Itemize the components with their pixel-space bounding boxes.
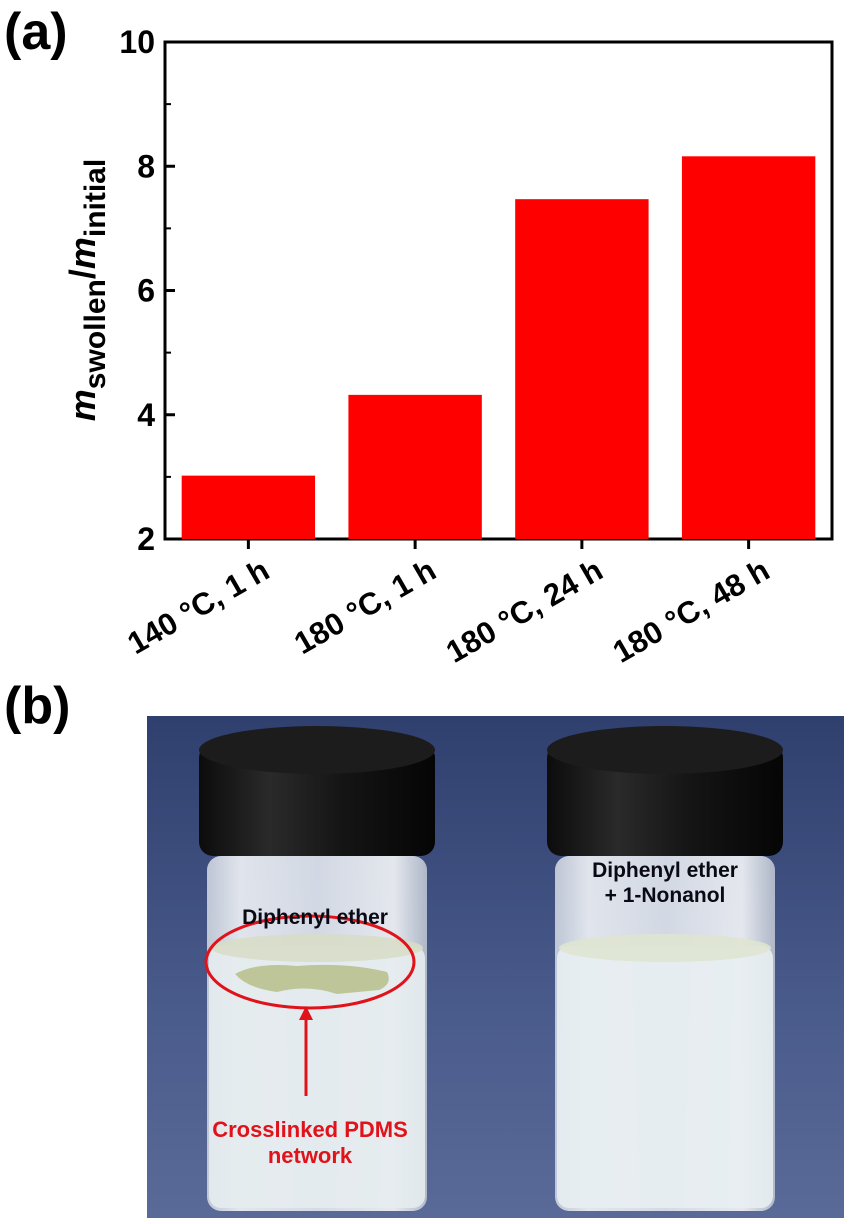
pdms-label: Crosslinked PDMS network: [170, 1117, 450, 1170]
bars-group: [181, 156, 816, 539]
pdms-label-line1: Crosslinked PDMS: [212, 1117, 408, 1142]
pdms-highlight-ellipse: [204, 914, 416, 1010]
right-vial-meniscus: [559, 934, 771, 962]
left-vial-label: Diphenyl ether: [242, 906, 388, 929]
ylabel-sub1: swollen: [79, 279, 112, 389]
right-vial-cap: [547, 744, 783, 856]
left-vial-meniscus: [211, 934, 423, 962]
vials-photo: [147, 716, 844, 1218]
right-vial: [547, 726, 783, 1211]
x-tick-label-1: 140 °C, 1 h: [121, 552, 275, 661]
y-tick-label-6: 6: [137, 273, 155, 309]
ylabel-m1: m: [62, 389, 103, 421]
y-axis-label: mswollen/minitial: [62, 159, 112, 421]
right-vial-label-line1: Diphenyl ether: [592, 859, 738, 882]
right-vial-cap-top: [547, 726, 783, 774]
bar-3: [515, 199, 649, 539]
right-vial-label: Diphenyl ether + 1-Nonanol: [550, 858, 780, 908]
y-tick-label-8: 8: [137, 148, 155, 184]
y-tick-label-4: 4: [137, 397, 155, 433]
x-tick-label-2: 180 °C, 1 h: [288, 552, 442, 661]
bar-2: [348, 394, 482, 539]
panel-label-a: (a): [4, 3, 68, 61]
left-vial: [199, 726, 435, 1211]
pdms-arrow-head: [299, 1006, 313, 1020]
y-tick-label-10: 10: [119, 24, 155, 60]
pdms-label-line2: network: [267, 1143, 353, 1169]
left-vial-cap-top: [199, 726, 435, 774]
pdms-network-piece: [235, 964, 389, 994]
ylabel-slash: /: [62, 269, 103, 279]
bar-1: [181, 475, 316, 539]
left-vial-liquid: [209, 946, 425, 1208]
panel-label-b: (b): [4, 677, 71, 735]
x-tick-label-4: 180 °C, 48 h: [607, 552, 776, 669]
right-vial-label-line2: + 1-Nonanol: [604, 884, 726, 908]
y-tick-label-2: 2: [137, 521, 155, 557]
right-vial-liquid: [557, 946, 773, 1208]
ylabel-m2: m: [62, 237, 103, 269]
bar-4: [681, 156, 816, 539]
x-tick-label-3: 180 °C, 24 h: [440, 552, 609, 669]
ylabel-sub2: initial: [79, 159, 112, 237]
y-ticks-group: 2 4 6 8 10: [119, 24, 175, 557]
left-vial-cap: [199, 744, 435, 856]
